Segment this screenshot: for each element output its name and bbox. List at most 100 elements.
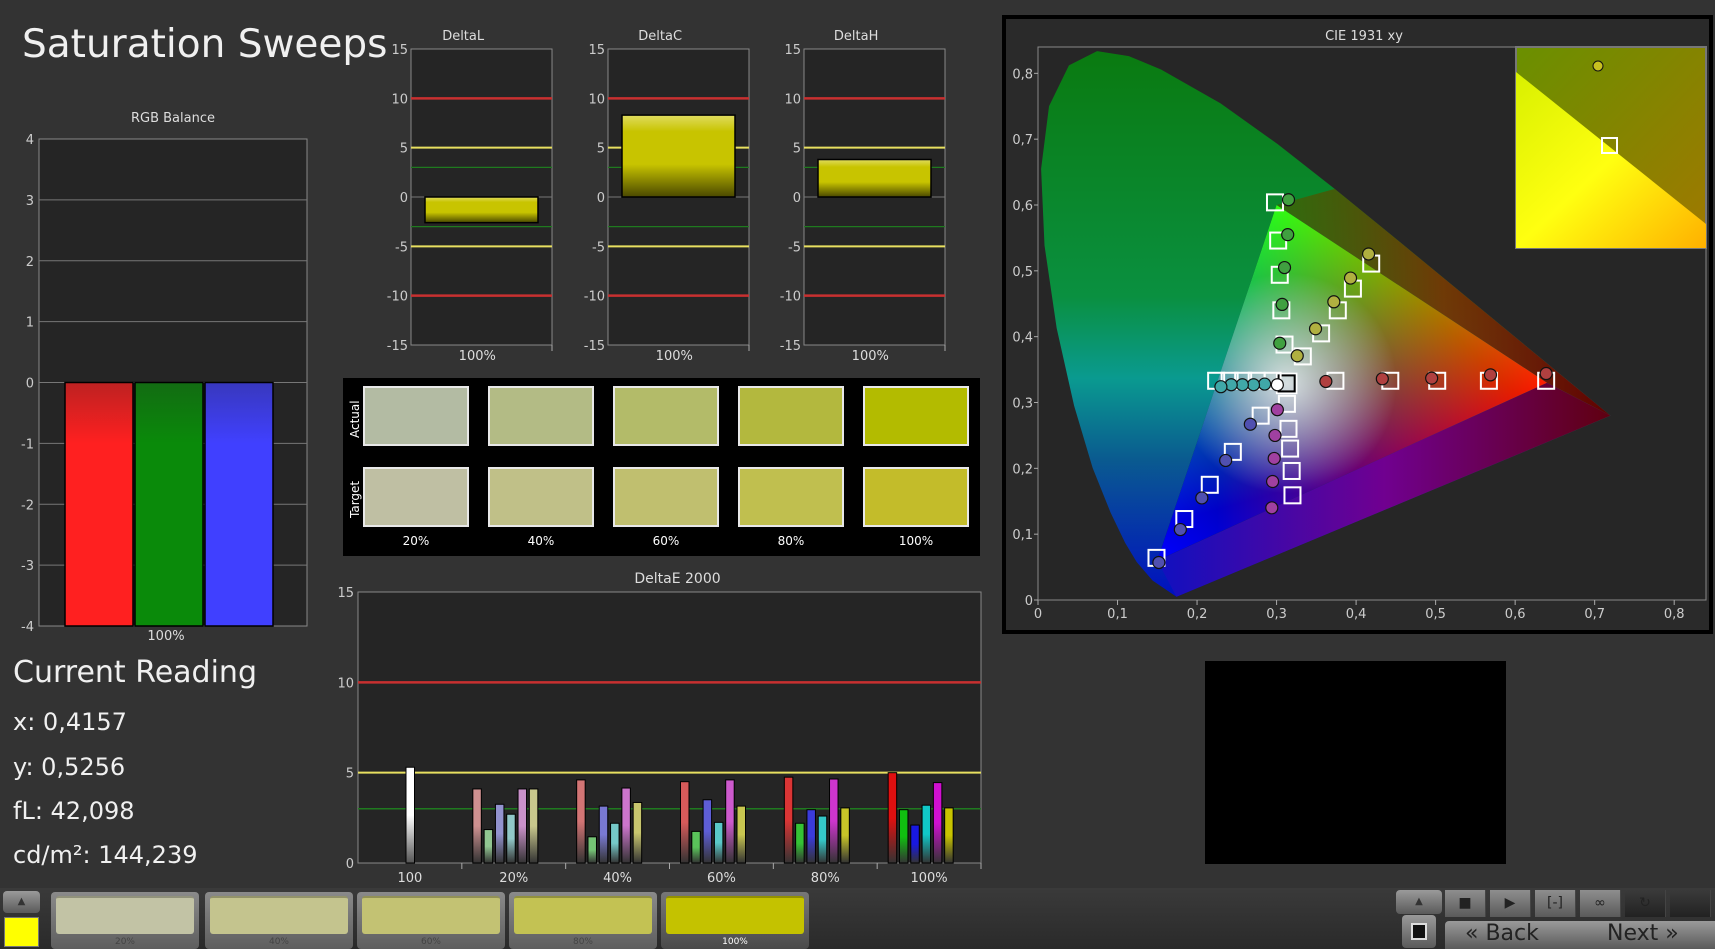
page-title: Saturation Sweeps bbox=[22, 22, 388, 67]
measured-point-green bbox=[1277, 260, 1292, 275]
next-button[interactable]: Next » bbox=[1607, 921, 1679, 946]
back-button[interactable]: « Back bbox=[1465, 921, 1539, 946]
reading-fl: fL: 42,098 bbox=[13, 797, 135, 825]
deltae-bar bbox=[610, 822, 620, 864]
y-tick-label: 10 bbox=[337, 676, 354, 691]
measured-point-blue bbox=[1195, 491, 1209, 505]
tile-color bbox=[56, 896, 194, 934]
deltae-bar bbox=[921, 804, 932, 864]
y-tick-label: 0,3 bbox=[1012, 397, 1033, 412]
measured-point-magenta bbox=[1265, 474, 1280, 489]
measured-point-red bbox=[1539, 366, 1553, 381]
stop-measure-button[interactable] bbox=[1402, 915, 1436, 948]
deltae-bar bbox=[483, 829, 494, 864]
tile-label: 20% bbox=[114, 937, 135, 947]
measured-point-yellow bbox=[1308, 322, 1323, 336]
deltae-bar bbox=[506, 813, 516, 864]
reading-cdm2: cd/m²: 144,239 bbox=[13, 841, 198, 869]
x-category-label: 100% bbox=[852, 349, 889, 364]
swatch-label: 60% bbox=[652, 534, 680, 548]
sweep-tile[interactable]: 80% bbox=[509, 892, 657, 949]
deltae-bar bbox=[517, 788, 528, 864]
refresh-icon: ↻ bbox=[1639, 895, 1651, 911]
rgb-bar bbox=[134, 381, 204, 627]
y-tick-label: 5 bbox=[597, 142, 605, 157]
sweep-tile[interactable]: 20% bbox=[51, 892, 199, 949]
x-tick-label: 0 bbox=[1034, 607, 1042, 622]
swatch-label: 100% bbox=[898, 534, 934, 548]
deltae-bar bbox=[621, 787, 631, 864]
deltae-bar bbox=[898, 809, 909, 864]
refresh-button[interactable]: ↻ bbox=[1625, 890, 1666, 917]
y-tick-label: 15 bbox=[784, 43, 801, 58]
deltae-bar bbox=[713, 821, 724, 864]
deltae-bar bbox=[405, 766, 415, 864]
delta-chart-deltal: DeltaL 15 10 5 0 -5 -10 -15 100% bbox=[387, 29, 553, 364]
x-tick-label: 0,3 bbox=[1266, 607, 1287, 622]
y-tick-label: 0,2 bbox=[1012, 462, 1033, 477]
fit-button[interactable]: [-] bbox=[1535, 890, 1576, 917]
cie-1931-chart: CIE 1931 xy 0 0,1 0,2 0,3 0,4 0,5 0,6 0,7 0,8 0 0,1… bbox=[1006, 19, 1709, 630]
deltae-bar bbox=[680, 781, 690, 864]
target-swatch bbox=[738, 467, 844, 527]
chart-title: CIE 1931 xy bbox=[1325, 29, 1403, 44]
measured-point-green bbox=[1275, 297, 1289, 312]
loop-button[interactable]: ∞ bbox=[1580, 890, 1621, 917]
x-category-label: 100% bbox=[656, 349, 693, 364]
stop-button[interactable]: ■ bbox=[1445, 890, 1486, 917]
swatch-comparison-panel: Actual Target 20% 40% 60% 80% 100% bbox=[343, 378, 980, 556]
measured-point-magenta bbox=[1270, 403, 1284, 417]
target-marker-magenta bbox=[1282, 461, 1301, 480]
deltae-bar bbox=[817, 815, 828, 864]
measured-point-cyan bbox=[1258, 377, 1272, 391]
y-tick-label: -5 bbox=[788, 240, 801, 255]
chart-title: DeltaH bbox=[834, 29, 878, 44]
y-tick-label: 10 bbox=[391, 92, 408, 107]
blank-button[interactable] bbox=[1670, 890, 1711, 917]
x-tick-label: 0,6 bbox=[1505, 607, 1526, 622]
current-color-swatch bbox=[4, 917, 39, 947]
actual-swatch bbox=[863, 386, 969, 446]
x-category-label: 60% bbox=[707, 871, 736, 885]
sweep-tile[interactable]: 60% bbox=[357, 892, 505, 949]
deltae-bar bbox=[725, 779, 735, 864]
target-swatch bbox=[613, 467, 719, 527]
pattern-preview bbox=[1205, 661, 1506, 864]
y-tick-label: -1 bbox=[21, 437, 34, 452]
measured-point-red bbox=[1319, 374, 1333, 389]
sweep-tile[interactable]: 100% bbox=[661, 892, 809, 949]
deltae-bar bbox=[806, 809, 816, 864]
x-category-label: 100% bbox=[147, 629, 184, 644]
measured-point-yellow bbox=[1327, 295, 1341, 309]
scroll-up-button[interactable]: ▲ bbox=[3, 891, 40, 913]
x-tick-label: 0,4 bbox=[1346, 607, 1367, 622]
deltae-bar bbox=[736, 805, 746, 864]
tile-color bbox=[210, 896, 348, 934]
delta-charts: DeltaL 15 10 5 0 -5 -10 -15 100% DeltaC 15 10 5 0 -5 -1… bbox=[387, 29, 946, 364]
y-tick-label: 0 bbox=[1025, 594, 1033, 609]
play-button[interactable]: ▶ bbox=[1490, 890, 1531, 917]
y-tick-label: -10 bbox=[780, 290, 801, 305]
deltae-bar bbox=[840, 807, 850, 864]
y-tick-label: -10 bbox=[387, 290, 408, 305]
y-tick-label: -5 bbox=[395, 240, 408, 255]
deltae-2000-chart: DeltaE 2000 15 10 5 0 100 20% 40% 60% 80% 100% bbox=[337, 571, 982, 885]
deltae-bar bbox=[528, 788, 539, 864]
chart-title: DeltaE 2000 bbox=[634, 571, 720, 587]
measured-point-blue bbox=[1152, 555, 1166, 570]
next-label: Next bbox=[1607, 921, 1659, 946]
y-tick-label: 3 bbox=[26, 194, 34, 209]
x-tick-label: 0,1 bbox=[1107, 607, 1128, 622]
actual-swatch bbox=[613, 386, 719, 446]
y-tick-label: 4 bbox=[26, 133, 34, 148]
panel-up-button[interactable]: ▲ bbox=[1396, 890, 1442, 914]
deltae-bar bbox=[932, 782, 943, 864]
swatch-label: 40% bbox=[527, 534, 555, 548]
actual-row-label: Actual bbox=[348, 400, 362, 438]
y-tick-label: -10 bbox=[584, 290, 605, 305]
sweep-tile[interactable]: 40% bbox=[205, 892, 353, 949]
actual-swatch bbox=[738, 386, 844, 446]
y-tick-label: 15 bbox=[337, 586, 354, 601]
measured-point-white bbox=[1270, 378, 1284, 392]
target-marker-blue bbox=[1251, 406, 1270, 425]
